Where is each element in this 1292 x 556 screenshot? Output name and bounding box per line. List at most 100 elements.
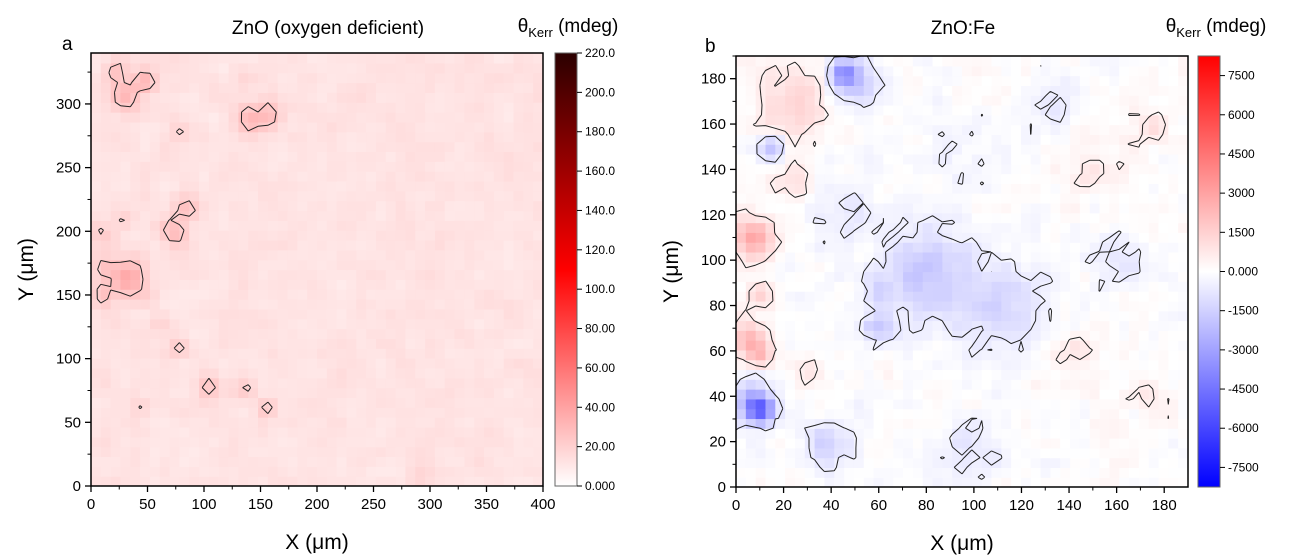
heatmap-cell bbox=[903, 477, 914, 487]
heatmap-cell bbox=[464, 210, 475, 221]
heatmap-cell bbox=[962, 222, 973, 233]
heatmap-cell bbox=[179, 397, 190, 408]
heatmap-cell bbox=[395, 446, 407, 458]
heatmap-cell bbox=[1030, 291, 1042, 302]
heatmap-cell bbox=[140, 308, 151, 320]
heatmap-cell bbox=[218, 190, 230, 202]
heatmap-cell bbox=[307, 102, 318, 113]
heatmap-cell bbox=[991, 428, 1002, 439]
heatmap-cell bbox=[189, 299, 200, 310]
heatmap-cell bbox=[474, 112, 485, 123]
heatmap-cell bbox=[1060, 65, 1071, 77]
heatmap-cell bbox=[189, 269, 200, 280]
heatmap-cell bbox=[1129, 193, 1140, 204]
heatmap-cell bbox=[785, 467, 796, 478]
heatmap-cell bbox=[189, 200, 200, 212]
heatmap-cell bbox=[1099, 291, 1110, 302]
heatmap-cell bbox=[208, 220, 220, 231]
heatmap-cell bbox=[100, 161, 112, 172]
heatmap-cell bbox=[415, 161, 426, 172]
heatmap-cell bbox=[425, 426, 436, 438]
heatmap-cell bbox=[942, 457, 953, 469]
heatmap-cell bbox=[100, 436, 112, 448]
heatmap-cell bbox=[375, 417, 387, 428]
heatmap-cell bbox=[189, 210, 200, 221]
heatmap-cell bbox=[120, 259, 131, 271]
heatmap-cell bbox=[248, 72, 259, 84]
heatmap-cell bbox=[1168, 379, 1179, 390]
heatmap-cell bbox=[149, 230, 161, 241]
heatmap-cell bbox=[464, 161, 475, 172]
heatmap-cell bbox=[893, 300, 904, 312]
heatmap-cell bbox=[91, 92, 102, 103]
heatmap-cell bbox=[415, 269, 426, 280]
heatmap-cell bbox=[745, 183, 757, 194]
heatmap-cell bbox=[853, 104, 865, 116]
heatmap-cell bbox=[755, 369, 767, 380]
heatmap-cell bbox=[425, 220, 436, 231]
heatmap-cell bbox=[1109, 212, 1120, 224]
heatmap-cell bbox=[140, 230, 151, 241]
heatmap-cell bbox=[981, 349, 993, 361]
heatmap-cell bbox=[287, 200, 298, 212]
heatmap-cell bbox=[218, 476, 230, 486]
heatmap-cell bbox=[513, 171, 524, 182]
heatmap-cell bbox=[814, 408, 826, 420]
heatmap-cell bbox=[533, 72, 543, 84]
heatmap-cell bbox=[1001, 222, 1012, 233]
heatmap-cell bbox=[91, 102, 102, 113]
heatmap-cell bbox=[454, 377, 465, 389]
heatmap-cell bbox=[277, 279, 289, 290]
heatmap-cell bbox=[1030, 222, 1042, 233]
heatmap-cell bbox=[307, 230, 318, 241]
heatmap-cell bbox=[1020, 232, 1032, 243]
heatmap-cell bbox=[346, 112, 357, 123]
x-tick-label: 180 bbox=[1152, 497, 1177, 514]
heatmap-cell bbox=[991, 330, 1002, 341]
heatmap-cell bbox=[932, 457, 943, 469]
heatmap-cell bbox=[425, 249, 436, 261]
heatmap-cell bbox=[385, 308, 397, 320]
heatmap-cell bbox=[474, 239, 485, 251]
heatmap-cell bbox=[1109, 300, 1120, 312]
heatmap-cell bbox=[1020, 251, 1032, 263]
heatmap-cell bbox=[336, 328, 348, 339]
heatmap-cell bbox=[425, 476, 436, 486]
heatmap-cell bbox=[199, 82, 210, 93]
heatmap-cell bbox=[1178, 202, 1188, 214]
heatmap-cell bbox=[1070, 202, 1081, 214]
heatmap-cell bbox=[903, 85, 914, 96]
heatmap-cell bbox=[1148, 144, 1160, 155]
heatmap-cell bbox=[385, 259, 397, 271]
heatmap-cell bbox=[110, 141, 122, 153]
heatmap-cell bbox=[385, 161, 397, 172]
heatmap-cell bbox=[1168, 320, 1179, 331]
heatmap-cell bbox=[297, 348, 308, 359]
heatmap-cell bbox=[1129, 320, 1140, 331]
heatmap-cell bbox=[1001, 212, 1012, 224]
heatmap-cell bbox=[1099, 222, 1110, 233]
heatmap-cell bbox=[1158, 251, 1169, 263]
heatmap-cell bbox=[474, 328, 485, 339]
heatmap-cell bbox=[922, 379, 934, 390]
heatmap-cell bbox=[1148, 330, 1160, 341]
heatmap-cell bbox=[346, 220, 357, 231]
heatmap-cell bbox=[1060, 261, 1071, 273]
heatmap-cell bbox=[736, 212, 747, 224]
heatmap-cell bbox=[736, 477, 747, 487]
heatmap-cell bbox=[238, 161, 249, 172]
heatmap-cell bbox=[863, 428, 875, 439]
heatmap-cell bbox=[844, 193, 855, 204]
heatmap-cell bbox=[1178, 467, 1188, 478]
heatmap-cell bbox=[834, 281, 845, 292]
heatmap-cell bbox=[474, 220, 485, 231]
heatmap-cell bbox=[395, 151, 407, 162]
heatmap-cell bbox=[317, 299, 328, 310]
heatmap-cell bbox=[454, 407, 465, 418]
heatmap-cell bbox=[503, 121, 515, 133]
heatmap-cell bbox=[1138, 428, 1150, 439]
heatmap-cell bbox=[952, 418, 963, 429]
heatmap-cell bbox=[873, 95, 884, 106]
heatmap-cell bbox=[1070, 310, 1081, 322]
heatmap-cell bbox=[425, 308, 436, 320]
